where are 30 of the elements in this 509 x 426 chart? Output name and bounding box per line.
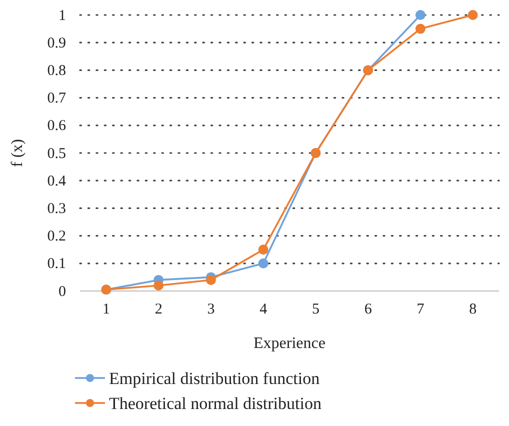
y-axis-title: f (x) xyxy=(9,139,26,167)
y-tick-label: 0.8 xyxy=(47,63,66,79)
x-tick-label: 5 xyxy=(312,302,320,318)
x-tick-label: 3 xyxy=(207,302,215,318)
x-tick-label: 8 xyxy=(469,302,477,318)
x-tick-label: 2 xyxy=(154,302,162,318)
point xyxy=(415,24,426,34)
x-tick-label: 4 xyxy=(260,302,268,318)
y-tick-label: 0.4 xyxy=(47,173,66,190)
point xyxy=(468,10,478,20)
x-tick-label: 7 xyxy=(416,302,425,318)
point xyxy=(206,274,216,285)
y-tick-label: 0 xyxy=(58,284,66,300)
y-tick-label: 0.5 xyxy=(47,146,66,162)
legend-label: Empirical distribution function xyxy=(109,369,320,388)
y-tick-label: 0.2 xyxy=(47,228,66,245)
point xyxy=(258,244,268,255)
point xyxy=(154,280,164,290)
y-tick-label: 0.3 xyxy=(47,201,66,217)
point xyxy=(258,258,268,268)
y-tick-label: 0.6 xyxy=(47,118,66,134)
y-tick-label: 0.9 xyxy=(47,35,66,52)
y-tick-label: 0.7 xyxy=(47,90,66,107)
x-tick-label: 1 xyxy=(102,302,110,318)
legend-label: Theoretical normal distribution xyxy=(109,394,322,413)
x-tick-label: 6 xyxy=(364,302,372,318)
y-tick-label: 1 xyxy=(58,8,66,24)
x-axis-title: Experience xyxy=(254,335,326,352)
point xyxy=(415,10,426,20)
y-tick-label: 0.1 xyxy=(47,256,66,272)
